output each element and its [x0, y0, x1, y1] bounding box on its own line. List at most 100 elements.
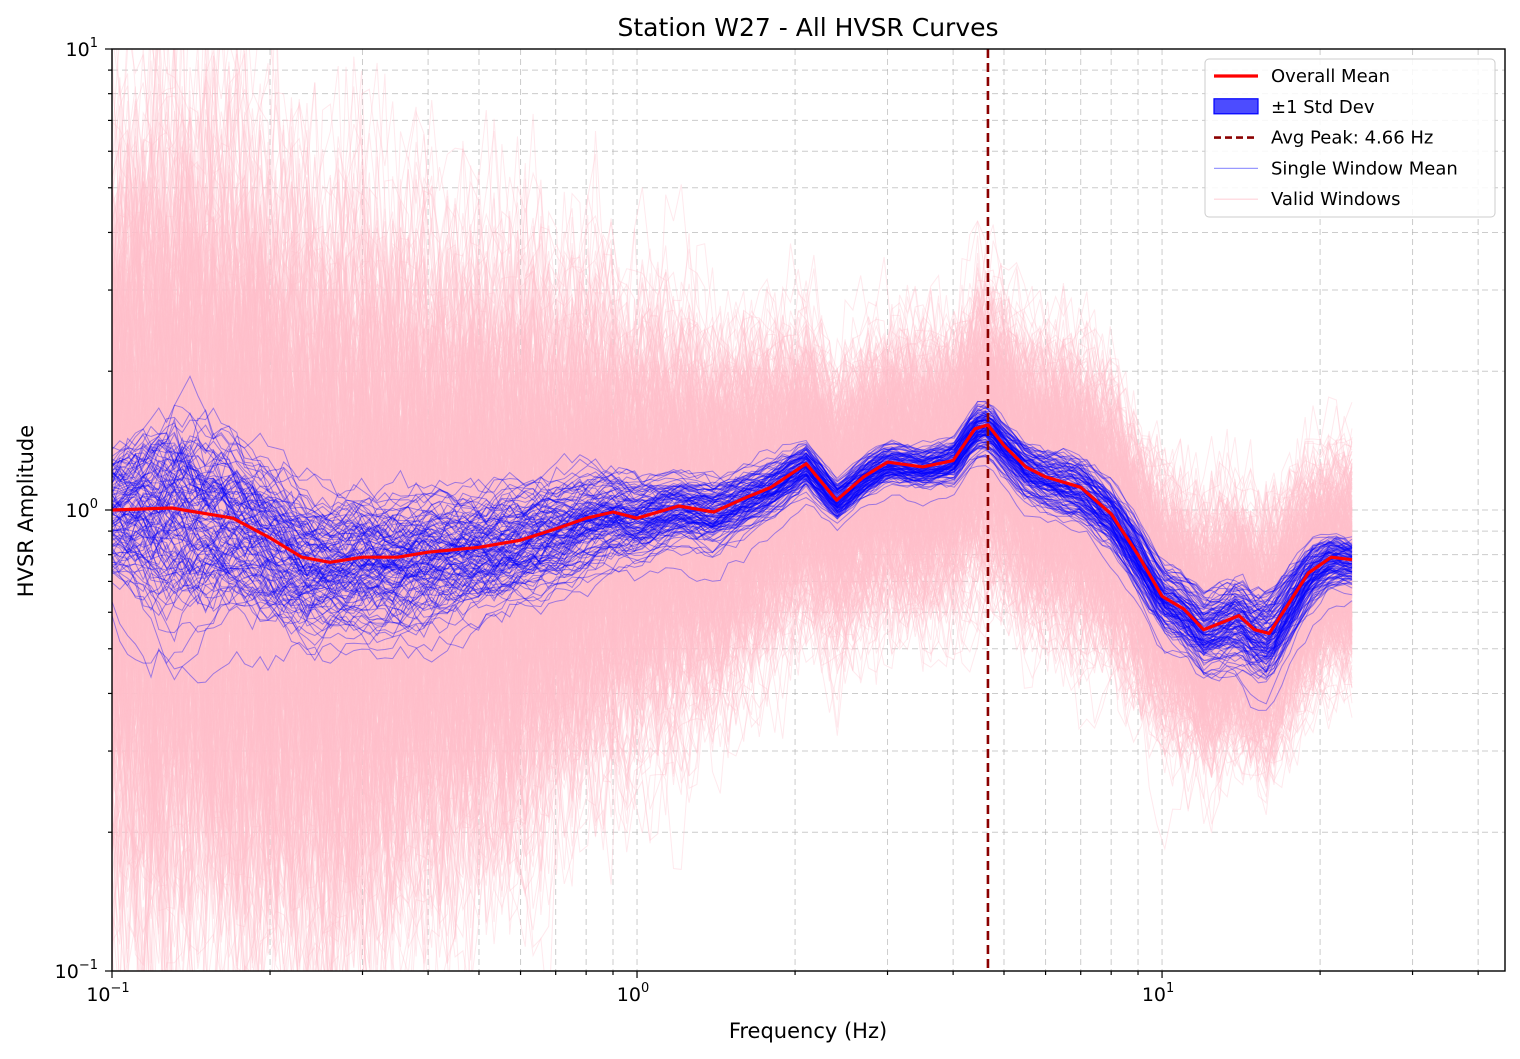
valid-window-curve — [112, 361, 1353, 727]
legend-label: Overall Mean — [1271, 66, 1390, 87]
valid-window-curve — [112, 478, 1353, 971]
valid-window-curve — [112, 324, 1353, 781]
valid-window-curve — [112, 369, 1353, 876]
valid-window-curve — [112, 438, 1353, 884]
valid-window-curve — [112, 245, 1353, 919]
valid-window-curve — [112, 190, 1353, 665]
valid-window-curve — [112, 175, 1353, 687]
valid-window-curve — [112, 302, 1353, 719]
valid-window-curve — [112, 250, 1353, 712]
valid-window-curve — [112, 148, 1353, 744]
valid-window-curve — [112, 108, 1353, 629]
valid-window-curve — [112, 152, 1353, 637]
valid-window-curve — [112, 495, 1353, 971]
valid-window-curve — [112, 91, 1353, 640]
valid-window-curve — [112, 181, 1353, 641]
valid-window-curve — [112, 485, 1353, 948]
valid-window-curve — [112, 139, 1353, 660]
valid-window-curve — [112, 347, 1353, 884]
valid-window-curve — [112, 396, 1353, 875]
valid-window-curve — [112, 309, 1353, 894]
valid-window-curve — [112, 337, 1353, 792]
valid-window-curve — [112, 67, 1353, 632]
valid-window-curve — [112, 441, 1353, 971]
valid-window-curve — [112, 379, 1353, 920]
valid-window-curve — [112, 483, 1353, 971]
valid-window-curve — [112, 462, 1353, 971]
valid-window-curve — [112, 279, 1353, 733]
valid-window-curve — [112, 349, 1353, 838]
valid-window-curve — [112, 140, 1353, 739]
valid-window-curve — [112, 383, 1353, 876]
valid-window-curve — [112, 238, 1353, 784]
valid-window-curve — [112, 346, 1353, 810]
valid-window-curve — [112, 66, 1353, 612]
legend-label: Avg Peak: 4.66 Hz — [1271, 128, 1433, 149]
valid-window-curve — [112, 447, 1353, 971]
valid-window-curve — [112, 366, 1353, 899]
valid-window-curve — [112, 430, 1353, 948]
valid-window-curve — [112, 439, 1353, 921]
valid-window-curve — [112, 243, 1353, 776]
valid-window-curve — [112, 450, 1353, 965]
valid-window-curve — [112, 258, 1353, 730]
valid-window-curve — [112, 173, 1353, 654]
valid-window-curve — [112, 72, 1353, 593]
valid-window-curve — [112, 384, 1353, 791]
valid-window-curve — [112, 375, 1353, 838]
valid-window-curve — [112, 282, 1353, 725]
valid-window-curve — [112, 311, 1353, 764]
valid-window-curve — [112, 505, 1353, 971]
valid-window-curve — [112, 111, 1353, 653]
valid-window-curve — [112, 371, 1353, 833]
valid-window-curve — [112, 287, 1353, 676]
valid-window-curve — [112, 390, 1353, 878]
valid-window-curve — [112, 414, 1353, 910]
valid-window-curve — [112, 102, 1353, 628]
valid-window-curve — [112, 288, 1353, 810]
valid-window-curve — [112, 371, 1353, 811]
valid-window-curve — [112, 331, 1353, 807]
valid-window-curve — [112, 369, 1353, 886]
valid-window-curve — [112, 522, 1353, 971]
valid-window-curve — [112, 216, 1353, 710]
valid-window-curve — [112, 320, 1353, 792]
valid-window-curve — [112, 288, 1353, 710]
valid-window-curve — [112, 411, 1353, 911]
valid-window-curve — [112, 468, 1353, 971]
valid-window-curve — [112, 145, 1353, 683]
valid-window-curve — [112, 336, 1353, 906]
valid-window-curve — [112, 449, 1353, 964]
valid-window-curve — [112, 49, 1353, 594]
valid-window-curve — [112, 346, 1353, 805]
valid-window-curve — [112, 213, 1353, 676]
valid-window-curve — [112, 285, 1353, 787]
valid-window-group — [112, 49, 1353, 971]
legend-label: Single Window Mean — [1271, 158, 1458, 179]
valid-window-curve — [112, 385, 1353, 905]
valid-window-curve — [112, 191, 1353, 793]
valid-window-curve — [112, 401, 1353, 883]
valid-window-curve — [112, 299, 1353, 835]
chart-title: Station W27 - All HVSR Curves — [617, 13, 998, 42]
valid-window-curve — [112, 49, 1353, 576]
valid-window-curve — [112, 49, 1353, 610]
valid-window-curve — [112, 253, 1353, 785]
valid-window-curve — [112, 306, 1353, 763]
valid-window-curve — [112, 161, 1353, 714]
valid-window-curve — [112, 452, 1353, 971]
valid-window-curve — [112, 249, 1353, 725]
valid-window-curve — [112, 456, 1353, 971]
valid-window-curve — [112, 297, 1353, 747]
valid-window-curve — [112, 273, 1353, 784]
valid-window-curve — [112, 346, 1353, 791]
valid-window-curve — [112, 414, 1353, 934]
valid-window-curve — [112, 175, 1353, 667]
valid-window-curve — [112, 248, 1353, 725]
legend-swatch — [1213, 98, 1259, 115]
valid-window-curve — [112, 109, 1353, 639]
valid-window-curve — [112, 250, 1353, 713]
valid-window-curve — [112, 265, 1353, 802]
valid-window-curve — [112, 312, 1353, 727]
valid-window-curve — [112, 440, 1353, 971]
